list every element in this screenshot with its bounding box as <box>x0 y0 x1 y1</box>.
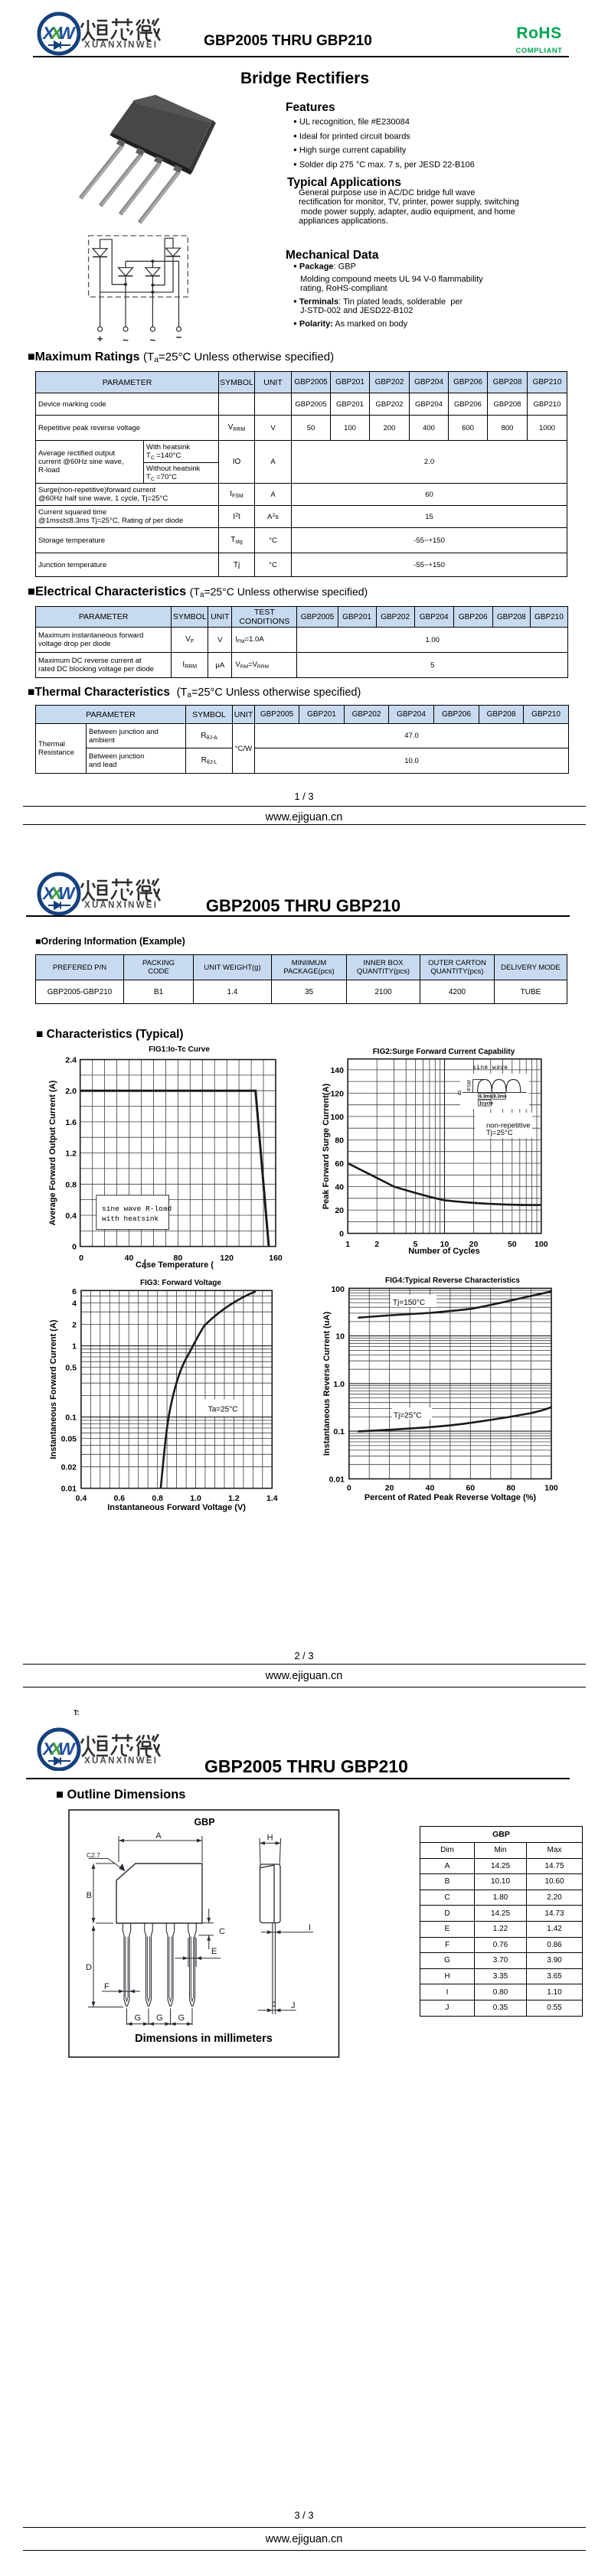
svg-text:2: 2 <box>374 1240 379 1249</box>
svg-text:sine wave R-load: sine wave R-load <box>102 1205 172 1213</box>
svg-text:FIG2:Surge Forward Current Cap: FIG2:Surge Forward Current Capability <box>373 1048 515 1056</box>
svg-text:0.8: 0.8 <box>152 1494 163 1503</box>
svg-text:0.02: 0.02 <box>61 1463 77 1472</box>
svg-text:0.1: 0.1 <box>333 1427 345 1436</box>
svg-text:20: 20 <box>335 1206 344 1215</box>
svg-text:0: 0 <box>79 1254 83 1263</box>
svg-text:1.2: 1.2 <box>65 1149 77 1159</box>
svg-text:G: G <box>135 2014 142 2023</box>
svg-text:0.01: 0.01 <box>61 1485 77 1494</box>
svg-text:Case Temperature (: Case Temperature ( <box>136 1260 214 1270</box>
svg-text:C2.7: C2.7 <box>87 1851 100 1859</box>
svg-text:6: 6 <box>72 1287 77 1296</box>
svg-text:1: 1 <box>72 1342 77 1352</box>
svg-text:H: H <box>267 1834 273 1843</box>
svg-text:0.05: 0.05 <box>61 1435 77 1444</box>
svg-text:80: 80 <box>335 1136 344 1146</box>
svg-text:50: 50 <box>508 1240 517 1249</box>
svg-text:Tj=25°C: Tj=25°C <box>394 1412 422 1420</box>
svg-text:0: 0 <box>458 1090 462 1097</box>
svg-text:2.4: 2.4 <box>65 1056 77 1065</box>
svg-text:A: A <box>155 1831 162 1841</box>
svg-text:0.01: 0.01 <box>329 1475 345 1484</box>
svg-text:I: I <box>309 1923 311 1932</box>
svg-text:Instantaneous Forward Voltage: Instantaneous Forward Voltage (V) <box>107 1503 246 1512</box>
svg-text:100: 100 <box>534 1240 548 1249</box>
svg-text:G: G <box>156 2014 163 2023</box>
svg-text:120: 120 <box>220 1254 234 1263</box>
svg-text:100: 100 <box>331 1285 345 1294</box>
svg-text:1.0: 1.0 <box>190 1494 201 1503</box>
svg-text:B: B <box>87 1891 92 1900</box>
svg-text:160: 160 <box>269 1254 283 1263</box>
svg-text:8.3ms: 8.3ms <box>493 1095 507 1100</box>
svg-text:0.4: 0.4 <box>76 1494 87 1503</box>
svg-text:Number of Cycles: Number of Cycles <box>408 1247 480 1256</box>
svg-text:non-repetitive: non-repetitive <box>486 1122 531 1130</box>
svg-text:120: 120 <box>330 1089 344 1098</box>
svg-text:C: C <box>219 1927 225 1936</box>
svg-text:with heatsink: with heatsink <box>102 1215 159 1223</box>
svg-text:FIG1:Io-Tc Curve: FIG1:Io-Tc Curve <box>149 1045 210 1054</box>
svg-text:140: 140 <box>330 1066 344 1075</box>
svg-text:1.2: 1.2 <box>228 1494 240 1503</box>
svg-text:0: 0 <box>339 1230 344 1239</box>
svg-text:~: ~ <box>150 334 156 344</box>
svg-text:J: J <box>291 2001 296 2010</box>
svg-text:100: 100 <box>544 1484 558 1493</box>
svg-text:E: E <box>211 1947 217 1956</box>
svg-text:2.0: 2.0 <box>65 1087 77 1096</box>
svg-text:40: 40 <box>426 1484 435 1493</box>
svg-text:Tj=150°C: Tj=150°C <box>393 1299 425 1307</box>
svg-text:Peak Forward Surge Current(A): Peak Forward Surge Current(A) <box>322 1083 331 1209</box>
svg-text:+: + <box>97 333 103 344</box>
svg-text:G: G <box>178 2014 185 2023</box>
svg-text:1: 1 <box>345 1240 350 1249</box>
svg-text:Average Forward Output Current: Average Forward Output Current (A) <box>48 1080 57 1225</box>
svg-text:10: 10 <box>440 1240 449 1249</box>
svg-text:2: 2 <box>72 1321 77 1330</box>
svg-text:40: 40 <box>335 1183 344 1192</box>
svg-text:~: ~ <box>123 334 129 344</box>
svg-text:80: 80 <box>506 1484 515 1493</box>
svg-text:1.4: 1.4 <box>266 1494 278 1503</box>
svg-text:FIG3: Forward Voltage: FIG3: Forward Voltage <box>140 1279 221 1287</box>
svg-text:80: 80 <box>174 1254 183 1263</box>
svg-text:Percent of Rated Peak Reverse: Percent of Rated Peak Reverse Voltage (%… <box>364 1493 536 1502</box>
svg-text:F: F <box>104 1982 110 1991</box>
svg-text:1.6: 1.6 <box>65 1118 77 1127</box>
svg-text:0.4: 0.4 <box>65 1211 77 1221</box>
svg-text:0: 0 <box>72 1243 77 1252</box>
svg-text:4: 4 <box>72 1299 77 1309</box>
svg-text:GBP: GBP <box>194 1817 214 1828</box>
svg-text:1.0: 1.0 <box>333 1380 345 1389</box>
svg-text:10: 10 <box>335 1332 345 1342</box>
svg-text:20: 20 <box>469 1240 479 1249</box>
svg-text:Tj=25°C: Tj=25°C <box>486 1129 513 1137</box>
svg-text:0.6: 0.6 <box>113 1494 125 1503</box>
svg-text:60: 60 <box>466 1484 475 1493</box>
svg-text:sine wave: sine wave <box>472 1065 508 1071</box>
svg-text:0.5: 0.5 <box>65 1364 77 1373</box>
svg-text:FIG4:Typical Reverse Character: FIG4:Typical Reverse Characteristics <box>385 1277 520 1285</box>
svg-text:Instantaneous Forward Current: Instantaneous Forward Current (A) <box>49 1319 58 1459</box>
svg-text:20: 20 <box>385 1484 394 1493</box>
svg-text:5: 5 <box>414 1240 418 1249</box>
svg-text:1cycle: 1cycle <box>479 1101 494 1106</box>
svg-text:IFSM: IFSM <box>467 1080 472 1091</box>
svg-text:−: − <box>176 331 182 343</box>
svg-text:0.1: 0.1 <box>65 1414 77 1423</box>
svg-text:Instantaneous Reverse Current: Instantaneous Reverse Current (uA) <box>322 1312 332 1456</box>
svg-text:0.8: 0.8 <box>65 1180 77 1189</box>
svg-text:Ta=25°C: Ta=25°C <box>208 1406 238 1414</box>
svg-text:8.3ms: 8.3ms <box>479 1095 493 1100</box>
svg-text:40: 40 <box>125 1254 134 1263</box>
svg-text:D: D <box>86 1963 92 1972</box>
svg-text:100: 100 <box>330 1113 344 1122</box>
svg-text:0: 0 <box>347 1484 351 1493</box>
svg-text:60: 60 <box>335 1159 344 1169</box>
